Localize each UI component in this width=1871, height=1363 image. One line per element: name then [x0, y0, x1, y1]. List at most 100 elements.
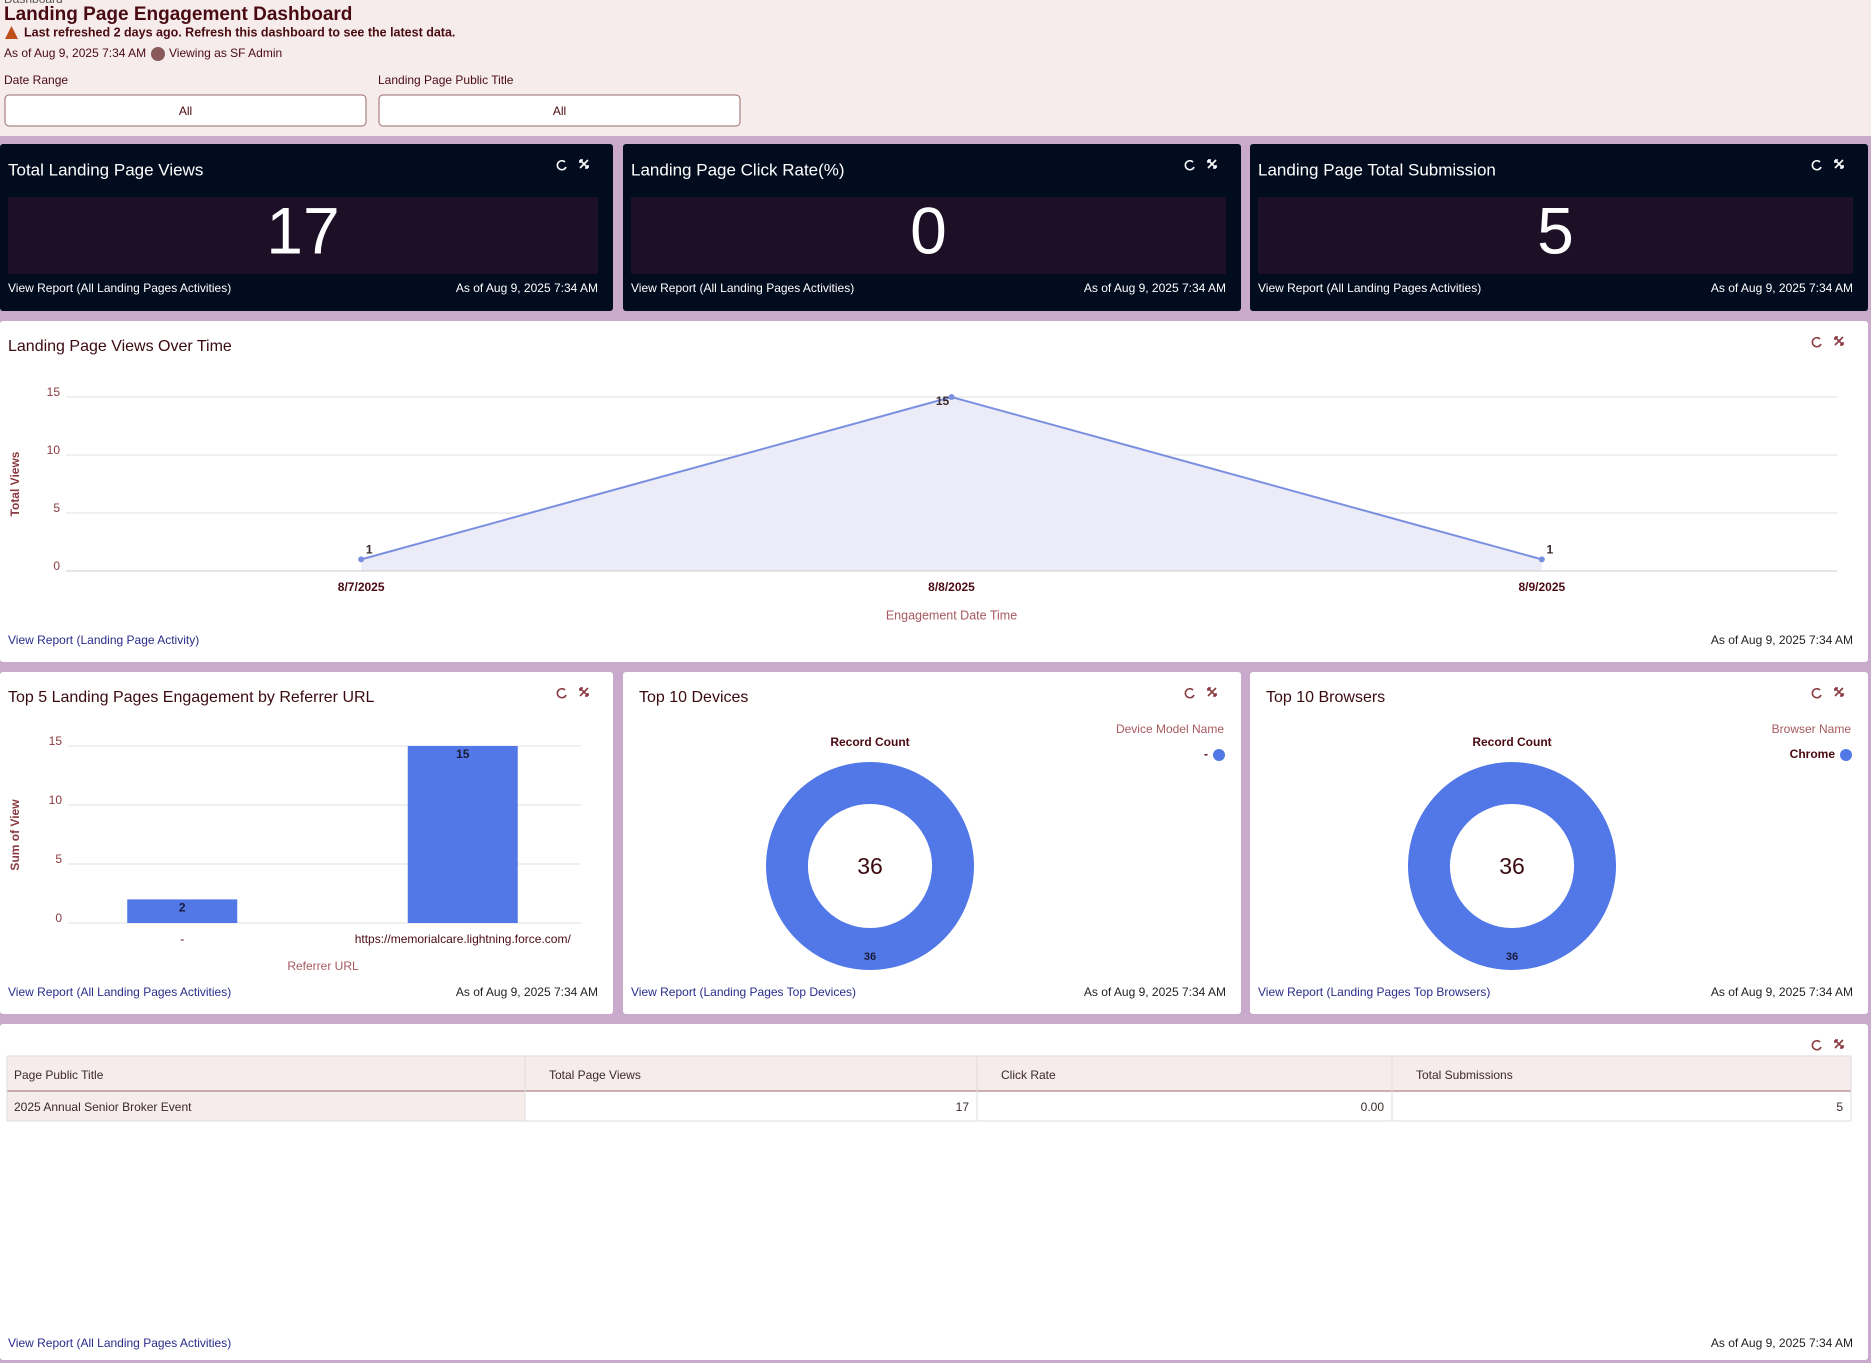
report-link[interactable]: View Report (Landing Pages Top Devices) — [631, 985, 856, 999]
table-cell: 17 — [956, 1100, 970, 1114]
y-axis-label: Sum of View — [8, 799, 22, 871]
point — [1538, 556, 1545, 563]
filter-value: All — [179, 104, 192, 118]
expand-icon — [1207, 159, 1217, 169]
x-axis-label: Engagement Date Time — [886, 608, 1017, 622]
expand-icon — [1207, 687, 1217, 697]
x-axis-label: Referrer URL — [287, 959, 359, 973]
expand-icon — [1834, 336, 1844, 346]
measure-label: Record Count — [830, 735, 909, 749]
donut-segment — [766, 762, 974, 970]
bar — [407, 746, 518, 923]
metric-value: 0 — [910, 193, 947, 267]
card-as-of: As of Aug 9, 2025 7:34 AM — [1711, 281, 1853, 295]
report-link[interactable]: View Report (Landing Page Activity) — [8, 633, 199, 647]
header-as-of: As of Aug 9, 2025 7:34 AM — [4, 46, 146, 60]
area — [361, 397, 1542, 571]
metric-title: Landing Page Total Submission — [1258, 160, 1496, 179]
y-tick-label: 5 — [55, 852, 62, 866]
card-as-of: As of Aug 9, 2025 7:34 AM — [1711, 985, 1853, 999]
y-tick-label: 5 — [53, 501, 60, 515]
card-as-of: As of Aug 9, 2025 7:34 AM — [1084, 985, 1226, 999]
refresh-icon — [556, 159, 567, 171]
warning-text: Last refreshed 2 days ago. Refresh this … — [24, 25, 455, 39]
data-label: 2 — [179, 901, 186, 915]
y-tick-label: 15 — [47, 385, 61, 399]
refresh-icon — [1811, 1039, 1822, 1051]
legend-title: Device Model Name — [1116, 722, 1224, 736]
refresh-icon — [1811, 336, 1822, 348]
report-link[interactable]: View Report (All Landing Pages Activitie… — [1258, 281, 1481, 295]
expand-icon — [1834, 1039, 1844, 1049]
refresh-icon — [1184, 687, 1195, 699]
y-axis-label: Total Views — [8, 451, 22, 516]
measure-label: Record Count — [1472, 735, 1551, 749]
bar — [127, 899, 238, 923]
report-link[interactable]: View Report (All Landing Pages Activitie… — [8, 281, 231, 295]
data-label: 15 — [936, 394, 950, 408]
legend-swatch — [1840, 749, 1852, 761]
table-cell: 5 — [1836, 1100, 1843, 1114]
chart-title: Top 10 Devices — [639, 689, 748, 706]
chart-card — [1250, 672, 1868, 1014]
metric-box — [631, 197, 1226, 274]
y-tick-label: 15 — [49, 734, 63, 748]
refresh-icon — [556, 687, 567, 699]
expand-icon — [579, 159, 589, 169]
warning-icon — [5, 26, 18, 39]
column-header[interactable]: Page Public Title — [14, 1068, 104, 1082]
filter-label: Landing Page Public Title — [378, 73, 514, 87]
report-link[interactable]: View Report (All Landing Pages Activitie… — [8, 985, 231, 999]
filter-box[interactable] — [378, 94, 741, 127]
info-icon — [151, 47, 165, 61]
x-tick-label: 8/7/2025 — [338, 580, 385, 594]
segment-label: 36 — [1506, 951, 1518, 963]
filter-box[interactable] — [4, 94, 367, 127]
report-link[interactable]: View Report (All Landing Pages Activitie… — [8, 1336, 231, 1350]
legend-title: Browser Name — [1772, 722, 1852, 736]
card-as-of: As of Aug 9, 2025 7:34 AM — [456, 281, 598, 295]
table-cell: 0.00 — [1361, 1100, 1385, 1114]
data-label: 1 — [366, 543, 373, 557]
donut-total: 36 — [1499, 853, 1525, 879]
expand-icon — [1834, 687, 1844, 697]
refresh-icon — [1184, 159, 1195, 171]
x-tick-label: 8/8/2025 — [928, 580, 975, 594]
y-tick-label: 10 — [47, 443, 61, 457]
column-header[interactable]: Click Rate — [1001, 1068, 1056, 1082]
expand-icon — [579, 687, 589, 697]
x-tick-label: - — [180, 932, 184, 946]
chart-title: Top 10 Browsers — [1266, 689, 1385, 706]
data-label: 1 — [1546, 543, 1553, 557]
column-header[interactable]: Total Page Views — [549, 1068, 641, 1082]
point — [358, 556, 365, 563]
metric-title: Total Landing Page Views — [8, 160, 203, 179]
table-header-bg — [7, 1056, 1851, 1091]
column-header[interactable]: Total Submissions — [1416, 1068, 1513, 1082]
report-link[interactable]: View Report (Landing Pages Top Browsers) — [1258, 985, 1490, 999]
x-tick-label: https://memorialcare.lightning.force.com… — [355, 932, 572, 946]
table-cell: 2025 Annual Senior Broker Event — [14, 1100, 192, 1114]
metric-box — [1258, 197, 1853, 274]
legend-label: Chrome — [1790, 747, 1836, 761]
y-tick-label: 10 — [49, 793, 63, 807]
legend-swatch — [1213, 749, 1225, 761]
y-tick-label: 0 — [55, 911, 62, 925]
segment-label: 36 — [864, 951, 876, 963]
expand-icon — [1834, 159, 1844, 169]
filter-label: Date Range — [4, 73, 68, 87]
table-first-cell-bg — [7, 1091, 525, 1121]
card-as-of: As of Aug 9, 2025 7:34 AM — [456, 985, 598, 999]
metric-box — [8, 197, 598, 274]
card-as-of: As of Aug 9, 2025 7:34 AM — [1084, 281, 1226, 295]
chart-title: Top 5 Landing Pages Engagement by Referr… — [8, 689, 375, 706]
data-label: 15 — [456, 747, 470, 761]
report-link[interactable]: View Report (All Landing Pages Activitie… — [631, 281, 854, 295]
metric-value: 17 — [266, 193, 339, 267]
x-tick-label: 8/9/2025 — [1518, 580, 1565, 594]
viewing-as: Viewing as SF Admin — [169, 46, 282, 60]
y-tick-label: 0 — [53, 559, 60, 573]
legend-label: - — [1204, 747, 1208, 761]
